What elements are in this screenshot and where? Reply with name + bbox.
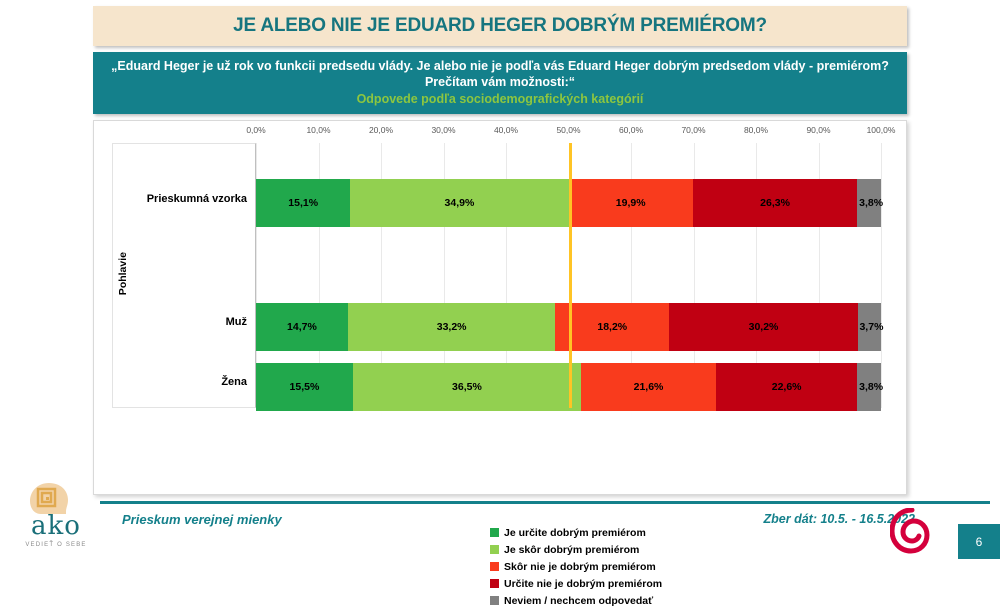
- gridline: [256, 143, 257, 408]
- legend-label: Je skôr dobrým premiérom: [504, 543, 640, 556]
- bar-segment-label: 3,8%: [859, 197, 884, 209]
- legend-item[interactable]: Neviem / nechcem odpovedať: [490, 593, 662, 608]
- bar-row[interactable]: 15,1% 34,9% 19,9% 26,3% 3,8%: [256, 179, 884, 227]
- ako-tagline: VEDIEŤ O SEBE: [25, 542, 87, 548]
- bar-segment-label: 15,5%: [289, 381, 320, 393]
- legend-swatch: [490, 579, 499, 588]
- legend-label: Skôr nie je dobrým premiérom: [504, 560, 656, 573]
- x-axis-tick: 0,0%: [246, 125, 266, 135]
- legend-swatch: [490, 528, 499, 537]
- gridline: [443, 143, 445, 408]
- bar-segment[interactable]: 26,3%: [692, 179, 858, 227]
- bar-segment[interactable]: 3,7%: [857, 303, 884, 351]
- legend-swatch: [490, 545, 499, 554]
- footer-left-text: Prieskum verejnej mienky: [122, 512, 282, 527]
- bar-segment-label: 22,6%: [771, 381, 802, 393]
- chart-legend: Je určite dobrým premiérom Je skôr dobrým…: [490, 525, 662, 608]
- gridline: [318, 143, 320, 408]
- category-axis: Pohlavie Prieskumná vzorka Muž Žena: [112, 143, 256, 408]
- x-axis-tick: 20,0%: [368, 125, 394, 135]
- slide-title-bar: JE ALEBO NIE JE EDUARD HEGER DOBRÝM PREM…: [93, 6, 907, 46]
- category-label-0: Prieskumná vzorka: [146, 193, 247, 205]
- legend-label: Určite nie je dobrým premiérom: [504, 577, 663, 590]
- ako-logo: ako VEDIEŤ O SEBE: [8, 478, 104, 556]
- bar-segment-label: 30,2%: [748, 321, 779, 333]
- bar-segment-label: 34,9%: [444, 197, 475, 209]
- red-spiral-icon: [889, 507, 930, 554]
- category-label-2: Žena: [221, 376, 247, 388]
- bar-segment-label: 15,1%: [288, 197, 319, 209]
- bar-segment-label: 14,7%: [287, 321, 317, 333]
- bar-segment-label: 19,9%: [615, 197, 646, 209]
- bar-segment[interactable]: 15,5%: [256, 363, 353, 411]
- bar-segment[interactable]: 36,5%: [352, 363, 581, 411]
- gridline: [693, 143, 695, 408]
- question-banner: „Eduard Heger je už rok vo funkcii preds…: [93, 52, 907, 114]
- bar-segment[interactable]: 19,9%: [568, 179, 693, 227]
- bar-segment[interactable]: 3,8%: [857, 363, 884, 411]
- bar-segment[interactable]: 22,6%: [716, 363, 858, 411]
- bar-segment-label: 26,3%: [760, 197, 790, 209]
- bar-segment-label: 3,8%: [859, 381, 884, 393]
- x-axis-tick: 50,0%: [556, 125, 581, 135]
- legend-swatch: [490, 562, 499, 571]
- plot-wrapper: Pohlavie Prieskumná vzorka Muž Žena 15,1…: [112, 143, 887, 411]
- x-axis-tick: 30,0%: [431, 125, 456, 135]
- legend-item[interactable]: Skôr nie je dobrým premiérom: [490, 559, 662, 574]
- question-line-1: „Eduard Heger je už rok vo funkcii preds…: [111, 59, 889, 73]
- x-axis-tick: 10,0%: [306, 125, 331, 135]
- bar-segment-label: 36,5%: [452, 381, 482, 393]
- footer-divider: [100, 501, 990, 504]
- bar-row[interactable]: 15,5% 36,5% 21,6% 22,6% 3,8%: [256, 363, 884, 411]
- x-axis-ticks: 0,0% 10,0% 20,0% 30,0% 40,0% 50,0% 60,0% 70,0% 8…: [246, 125, 895, 141]
- x-axis-tick: 40,0%: [493, 125, 519, 135]
- x-axis-tick: 100,0%: [866, 125, 896, 135]
- legend-item[interactable]: Je určite dobrým premiérom: [490, 525, 662, 540]
- x-axis-tick: 90,0%: [806, 125, 831, 135]
- legend-swatch: [490, 596, 499, 605]
- x-axis-tick: 70,0%: [681, 125, 706, 135]
- ako-wordmark: ako: [31, 511, 81, 541]
- bar-row[interactable]: 14,7% 33,2% 18,2% 30,2% 3,7%: [256, 303, 884, 351]
- legend-item[interactable]: Je skôr dobrým premiérom: [490, 542, 662, 557]
- bar-segment[interactable]: 15,1%: [256, 179, 351, 227]
- fifty-percent-reference-line: [568, 143, 572, 408]
- bar-segment[interactable]: 30,2%: [669, 303, 858, 351]
- footer-right-text: Zber dát: 10.5. - 16.5.2022: [763, 512, 915, 526]
- gridline: [381, 143, 382, 408]
- gridline: [881, 143, 882, 408]
- gridline: [506, 143, 507, 408]
- category-label-1: Muž: [225, 316, 247, 328]
- spiral-logo: [889, 507, 934, 554]
- plot-area: 15,1% 34,9% 19,9% 26,3% 3,8% 14,7% 33,2% 18,2% 3…: [256, 143, 884, 411]
- x-axis-tick: 80,0%: [743, 125, 769, 135]
- question-subtitle: Odpovede podľa sociodemografických kateg…: [356, 92, 644, 106]
- bar-segment[interactable]: 14,7%: [256, 303, 348, 351]
- ako-head-icon: [30, 483, 68, 514]
- legend-item[interactable]: Určite nie je dobrým premiérom: [490, 576, 662, 591]
- legend-label: Je určite dobrým premiérom: [504, 526, 646, 539]
- bar-segment-label: 18,2%: [597, 321, 628, 333]
- group-axis-label: Pohlavie: [117, 252, 129, 296]
- gridline: [631, 143, 632, 408]
- page-number-badge: 6: [958, 524, 1000, 559]
- bar-segment[interactable]: 34,9%: [350, 179, 569, 227]
- bar-segment-label: 3,7%: [859, 321, 884, 333]
- bar-segment[interactable]: 33,2%: [347, 303, 556, 351]
- bar-segment[interactable]: 3,8%: [857, 179, 884, 227]
- bar-segment[interactable]: 21,6%: [581, 363, 716, 411]
- question-line-2: Prečítam vám možnosti:“: [424, 75, 576, 89]
- bar-segment[interactable]: 18,2%: [555, 303, 670, 351]
- bar-segment-label: 21,6%: [633, 381, 664, 393]
- legend-label: Neviem / nechcem odpovedať: [504, 594, 654, 607]
- x-axis-tick: 60,0%: [618, 125, 644, 135]
- gridline: [818, 143, 820, 408]
- chart-panel: 0,0% 10,0% 20,0% 30,0% 40,0% 50,0% 60,0% 70,0% 8…: [93, 120, 907, 607]
- bar-segment-label: 33,2%: [436, 321, 467, 333]
- page-title: JE ALEBO NIE JE EDUARD HEGER DOBRÝM PREM…: [233, 15, 767, 36]
- gridline: [756, 143, 757, 408]
